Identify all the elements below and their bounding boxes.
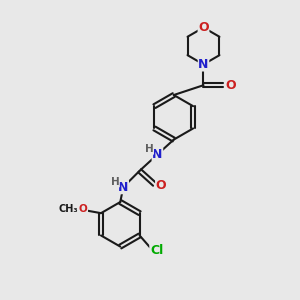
Text: Cl: Cl <box>150 244 163 257</box>
Text: CH₃: CH₃ <box>58 204 78 214</box>
Text: N: N <box>152 148 163 161</box>
Text: O: O <box>79 204 88 214</box>
Text: N: N <box>118 181 128 194</box>
Text: N: N <box>198 58 209 71</box>
Text: H: H <box>111 177 119 187</box>
Text: O: O <box>225 79 236 92</box>
Text: O: O <box>198 21 209 34</box>
Text: H: H <box>145 144 154 154</box>
Text: O: O <box>156 179 166 192</box>
